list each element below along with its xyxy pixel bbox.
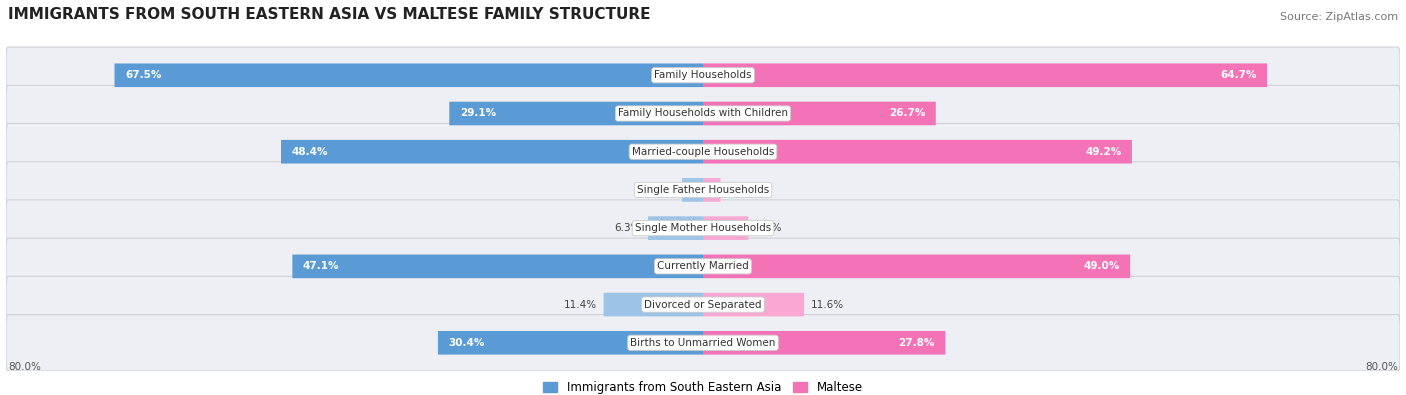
FancyBboxPatch shape: [6, 47, 1400, 103]
Text: 67.5%: 67.5%: [125, 70, 162, 80]
FancyBboxPatch shape: [703, 293, 804, 316]
Text: 2.0%: 2.0%: [727, 185, 754, 195]
FancyBboxPatch shape: [6, 238, 1400, 295]
Text: Family Households with Children: Family Households with Children: [619, 109, 787, 118]
Text: Divorced or Separated: Divorced or Separated: [644, 299, 762, 310]
FancyBboxPatch shape: [439, 331, 703, 355]
Text: 29.1%: 29.1%: [460, 109, 496, 118]
Text: 48.4%: 48.4%: [291, 147, 328, 157]
Text: 2.4%: 2.4%: [648, 185, 675, 195]
Text: 47.1%: 47.1%: [302, 261, 339, 271]
Text: 11.4%: 11.4%: [564, 299, 596, 310]
FancyBboxPatch shape: [703, 216, 748, 240]
Legend: Immigrants from South Eastern Asia, Maltese: Immigrants from South Eastern Asia, Malt…: [543, 381, 863, 394]
Text: Single Mother Households: Single Mother Households: [636, 223, 770, 233]
Text: IMMIGRANTS FROM SOUTH EASTERN ASIA VS MALTESE FAMILY STRUCTURE: IMMIGRANTS FROM SOUTH EASTERN ASIA VS MA…: [8, 7, 651, 22]
FancyBboxPatch shape: [703, 178, 720, 202]
Text: 27.8%: 27.8%: [898, 338, 935, 348]
Text: 26.7%: 26.7%: [889, 109, 925, 118]
FancyBboxPatch shape: [703, 102, 936, 125]
Text: 80.0%: 80.0%: [1365, 362, 1398, 372]
Text: 64.7%: 64.7%: [1220, 70, 1257, 80]
Text: Married-couple Households: Married-couple Households: [631, 147, 775, 157]
Text: 49.2%: 49.2%: [1085, 147, 1122, 157]
FancyBboxPatch shape: [682, 178, 703, 202]
FancyBboxPatch shape: [6, 200, 1400, 256]
Text: 80.0%: 80.0%: [8, 362, 41, 372]
FancyBboxPatch shape: [703, 331, 945, 355]
FancyBboxPatch shape: [703, 254, 1130, 278]
Text: Births to Unmarried Women: Births to Unmarried Women: [630, 338, 776, 348]
Text: Single Father Households: Single Father Households: [637, 185, 769, 195]
FancyBboxPatch shape: [114, 64, 703, 87]
FancyBboxPatch shape: [703, 64, 1267, 87]
FancyBboxPatch shape: [648, 216, 703, 240]
FancyBboxPatch shape: [703, 140, 1132, 164]
Text: 6.3%: 6.3%: [614, 223, 641, 233]
Text: 11.6%: 11.6%: [811, 299, 844, 310]
FancyBboxPatch shape: [6, 314, 1400, 371]
FancyBboxPatch shape: [6, 162, 1400, 218]
Text: 30.4%: 30.4%: [449, 338, 485, 348]
FancyBboxPatch shape: [281, 140, 703, 164]
Text: Currently Married: Currently Married: [657, 261, 749, 271]
FancyBboxPatch shape: [603, 293, 703, 316]
FancyBboxPatch shape: [6, 276, 1400, 333]
FancyBboxPatch shape: [292, 254, 703, 278]
FancyBboxPatch shape: [450, 102, 703, 125]
Text: 5.2%: 5.2%: [755, 223, 782, 233]
Text: Source: ZipAtlas.com: Source: ZipAtlas.com: [1279, 12, 1398, 22]
FancyBboxPatch shape: [6, 85, 1400, 142]
FancyBboxPatch shape: [6, 124, 1400, 180]
Text: Family Households: Family Households: [654, 70, 752, 80]
Text: 49.0%: 49.0%: [1084, 261, 1119, 271]
